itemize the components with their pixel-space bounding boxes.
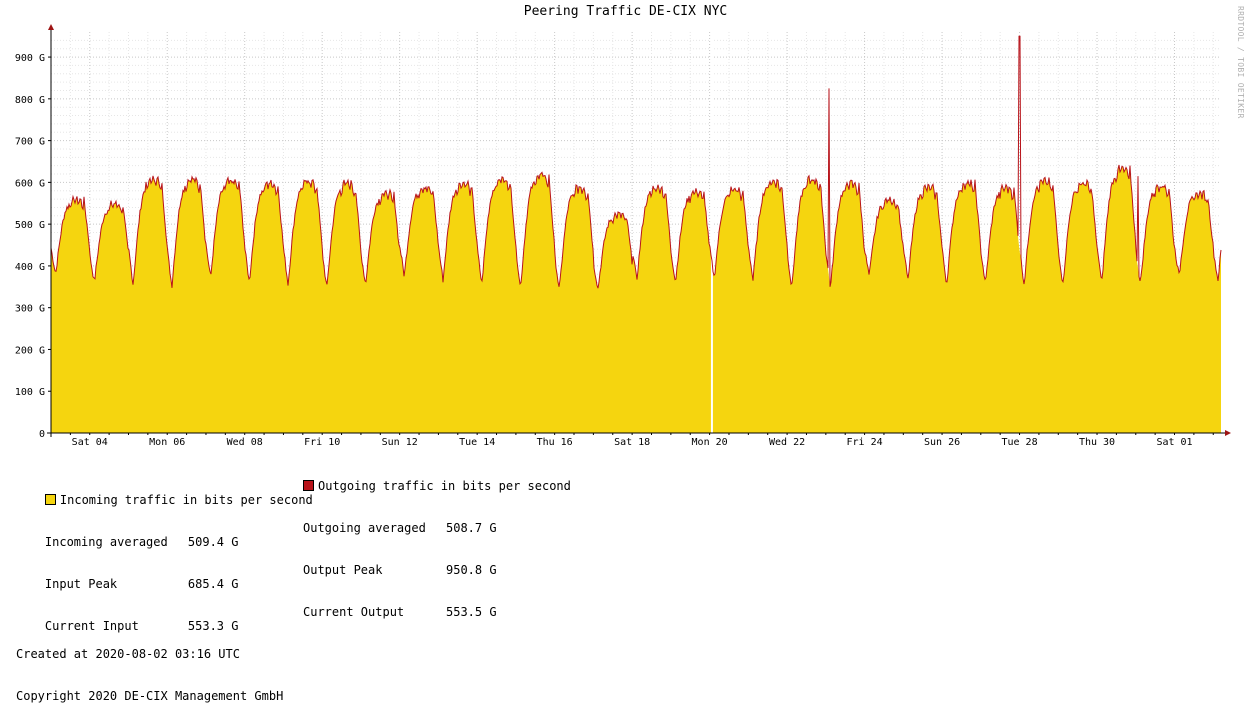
y-tick-label: 600 G — [15, 178, 45, 189]
y-tick-label: 500 G — [15, 220, 45, 231]
x-tick-label: Sat 18 — [614, 437, 650, 445]
x-tick-label: Mon 20 — [692, 437, 728, 445]
output-peak-label: Output Peak — [303, 563, 383, 577]
y-tick-label: 700 G — [15, 137, 45, 148]
output-peak-value: 950.8 G — [446, 563, 497, 577]
incoming-averaged-label: Incoming averaged — [44, 535, 168, 549]
y-tick-label: 400 G — [15, 262, 45, 273]
copyright-notice: Copyright 2020 DE-CIX Management GmbH — [16, 689, 284, 703]
x-tick-label: Tue 28 — [1001, 437, 1037, 445]
stats-row-current: Current Input 553.3 G Current Output 553.5… — [16, 605, 497, 633]
x-tick-label: Sun 26 — [924, 437, 960, 445]
incoming-traffic-area — [51, 165, 1221, 433]
x-tick-label: Thu 16 — [537, 437, 573, 445]
rrdtool-watermark: RRDTOOL / TOBI OETIKER — [1236, 6, 1245, 119]
x-tick-label: Fri 10 — [304, 437, 340, 445]
x-tick-label: Sat 01 — [1156, 437, 1192, 445]
x-tick-label: Sun 12 — [382, 437, 418, 445]
x-tick-label: Wed 22 — [769, 437, 805, 445]
y-tick-label: 300 G — [15, 304, 45, 315]
incoming-averaged-value: 509.4 G — [187, 535, 239, 549]
x-tick-label: Tue 14 — [459, 437, 495, 445]
current-input-label: Current Input — [44, 619, 139, 633]
outgoing-swatch — [303, 480, 314, 491]
data-gaps — [710, 32, 713, 433]
input-peak: Input Peak 685.4 G — [44, 577, 239, 591]
current-output-value: 553.5 G — [446, 605, 497, 619]
x-tick-label: Sat 04 — [72, 437, 108, 445]
incoming-swatch — [44, 494, 56, 505]
output-peak: Output Peak 950.8 G — [303, 563, 497, 577]
chart-title: Peering Traffic DE-CIX NYC — [523, 4, 728, 19]
stats-row-peak: Input Peak 685.4 G Output Peak 950.8 G — [16, 563, 497, 591]
x-tick-label: Thu 30 — [1079, 437, 1115, 445]
legend: Incoming traffic in bits per second Outg… — [16, 451, 571, 717]
data-gap — [710, 32, 713, 433]
outgoing-averaged: Outgoing averaged 508.7 G — [303, 521, 497, 535]
incoming-averaged: Incoming averaged 509.4 G — [44, 535, 239, 549]
x-tick-label: Fri 24 — [847, 437, 883, 445]
axes — [47, 24, 1231, 437]
input-peak-value: 685.4 G — [187, 577, 239, 591]
current-output: Current Output 553.5 G — [303, 605, 497, 619]
y-axis-arrow — [48, 24, 54, 30]
stats-row-averaged: Incoming averaged 509.4 G Outgoing averag… — [16, 521, 497, 549]
legend-incoming-label: Incoming traffic in bits per second — [59, 493, 313, 507]
current-input: Current Input 553.3 G — [44, 619, 239, 633]
y-tick-label: 100 G — [15, 387, 45, 398]
current-input-value: 553.3 G — [187, 619, 239, 633]
legend-outgoing: Outgoing traffic in bits per second — [303, 479, 571, 493]
x-tick-label: Mon 06 — [149, 437, 185, 445]
y-tick-label: 0 — [39, 429, 45, 440]
y-tick-label: 800 G — [15, 95, 45, 106]
current-output-label: Current Output — [303, 605, 405, 619]
y-tick-labels: 0 100 G 200 G 300 G 400 G 500 G 600 G 700 G 800 … — [15, 53, 51, 440]
y-tick-label: 900 G — [15, 53, 45, 64]
outgoing-averaged-label: Outgoing averaged — [303, 521, 426, 535]
input-peak-label: Input Peak — [44, 577, 118, 591]
x-axis-arrow — [1225, 430, 1231, 436]
outgoing-averaged-value: 508.7 G — [446, 521, 497, 535]
legend-series-row: Incoming traffic in bits per second Outg… — [16, 479, 571, 507]
x-tick-labels: Sat 04 Mon 06 Wed 08 Fri 10 Sun 12 Tue 14 Thu … — [69, 433, 1214, 445]
outgoing-traffic-line — [50, 35, 1222, 289]
legend-incoming: Incoming traffic in bits per second — [44, 493, 313, 507]
traffic-chart: 0 100 G 200 G 300 G 400 G 500 G 600 G 700 G 800 … — [15, 24, 1231, 445]
y-tick-label: 200 G — [15, 345, 45, 356]
legend-outgoing-label: Outgoing traffic in bits per second — [318, 479, 571, 493]
created-timestamp: Created at 2020-08-02 03:16 UTC — [16, 647, 240, 661]
x-tick-label: Wed 08 — [227, 437, 263, 445]
